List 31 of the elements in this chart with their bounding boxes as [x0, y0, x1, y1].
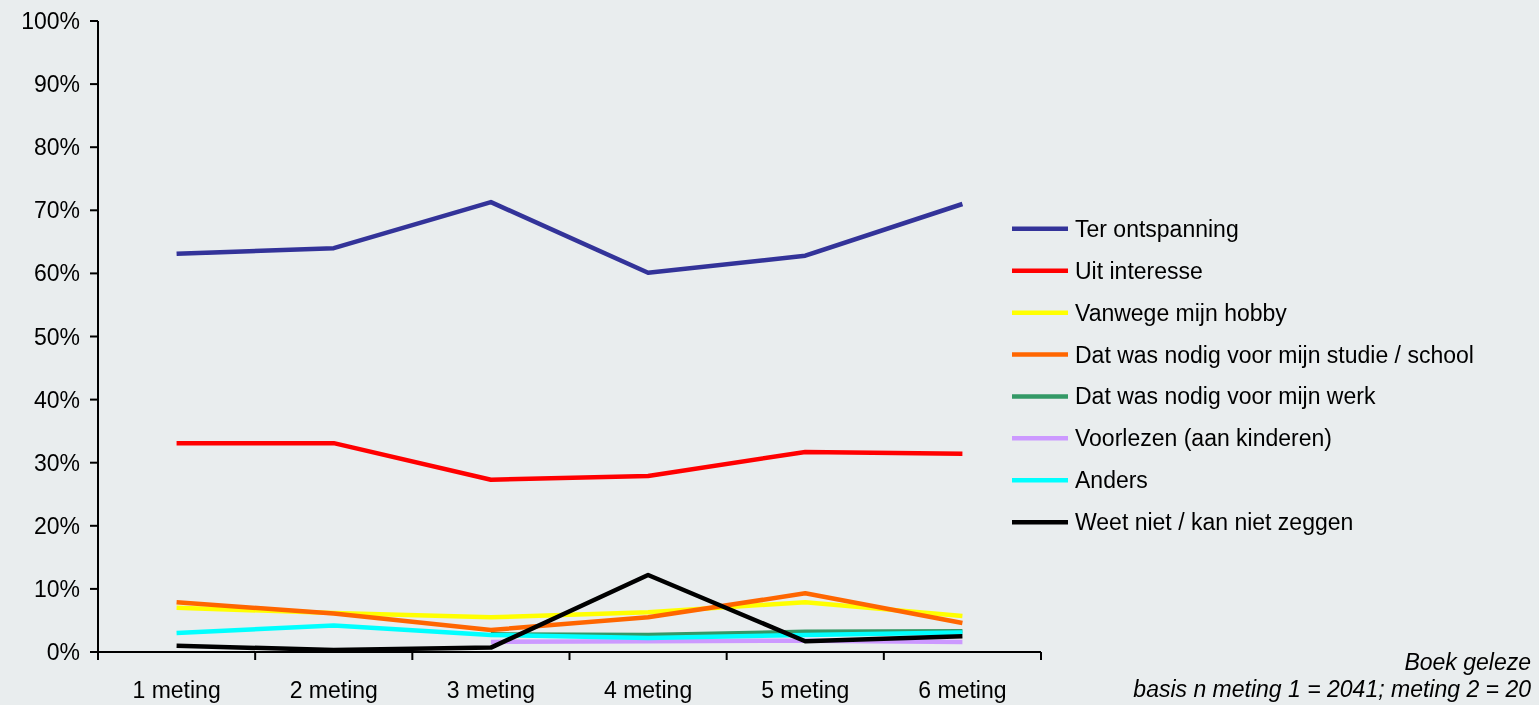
x-tick-label: 2 meting: [289, 677, 378, 703]
line-series: [174, 440, 965, 482]
text: Boek geleze: [1404, 649, 1531, 675]
legend-label: Voorlezen (aan kinderen): [1075, 425, 1332, 452]
y-tick-label: 90%: [33, 71, 80, 98]
y-tick-label: 70%: [33, 197, 80, 224]
legend-label: Ter ontspanning: [1075, 215, 1239, 242]
x-tick-label: 1 meting: [132, 677, 221, 703]
y-tick-label: 80%: [33, 134, 80, 161]
y-tick-label: 60%: [33, 260, 80, 287]
legend-label: Weet niet / kan niet zeggen: [1075, 509, 1354, 536]
legend-label: Dat was nodig voor mijn werk: [1075, 383, 1376, 410]
y-tick-label: 100%: [21, 8, 80, 34]
line-series: [174, 199, 965, 276]
legend-label: Anders: [1075, 467, 1148, 494]
legend-label: Vanwege mijn hobby: [1075, 299, 1288, 326]
y-tick-label: 0%: [46, 639, 80, 665]
line-series: [174, 623, 965, 641]
line-series: [174, 591, 965, 633]
y-tick-label: 30%: [33, 449, 80, 476]
x-tick-label: 4 meting: [603, 677, 693, 703]
y-tick-label: 20%: [33, 512, 80, 539]
y-tick-label: 10%: [33, 575, 80, 602]
y-tick-label: 40%: [33, 386, 80, 413]
legend-label: Uit interesse: [1075, 257, 1203, 284]
x-tick-label: 6 meting: [918, 677, 1007, 703]
x-tick-label: 3 meting: [446, 677, 536, 703]
y-tick-label: 50%: [33, 323, 80, 350]
text: basis n meting 1 = 2041; meting 2 = 20: [1133, 676, 1532, 702]
legend-label: Dat was nodig voor mijn studie / school: [1075, 341, 1474, 368]
x-tick-label: 5 meting: [761, 677, 850, 703]
